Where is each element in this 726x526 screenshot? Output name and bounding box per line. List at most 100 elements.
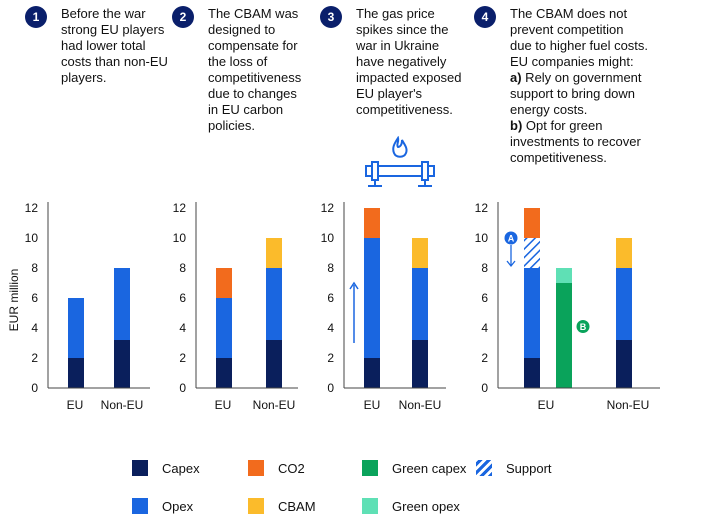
bar-segment-opex <box>616 268 632 340</box>
bar-segment-co2 <box>524 208 540 238</box>
x-category-label: Non-EU <box>399 398 442 412</box>
legend-label: Support <box>506 460 552 476</box>
step-text-line: Before the war <box>61 6 146 21</box>
charts-area: EUR million 0 2 4 6 8 10 12 EU Non-EU 0 2 4 6 8 10 12 EU… <box>7 201 660 412</box>
bar-segment-cbam <box>412 238 428 268</box>
step-text-line: have negatively <box>356 54 447 69</box>
bar-segment-opex <box>364 238 380 358</box>
step-text-run: Rely on government <box>521 70 642 85</box>
bar-segment-capex <box>412 340 428 388</box>
bar-segment-support <box>524 238 540 268</box>
legend-item-co2: CO2 <box>248 460 305 476</box>
legend-label: Opex <box>162 498 194 514</box>
y-tick-label: 8 <box>179 261 186 275</box>
bar-segment-capex <box>266 340 282 388</box>
step-text-line: the loss of <box>208 54 268 69</box>
bar-segment-capex <box>364 358 380 388</box>
legend-item-capex: Capex <box>132 460 200 476</box>
step-text-line: competitiveness. <box>510 150 648 166</box>
legend-item-green-opex: Green opex <box>362 498 460 514</box>
step-text-line: designed to <box>208 22 276 37</box>
y-tick-label: 6 <box>179 291 186 305</box>
bar-segment-capex <box>616 340 632 388</box>
step-text-line: energy costs. <box>510 102 648 118</box>
step-2-text: The CBAM was designed to compensate for the… <box>208 6 301 134</box>
step-text-line: EU companies might: <box>510 54 648 70</box>
bar-segment-opex <box>216 298 232 358</box>
y-tick-label: 8 <box>481 261 488 275</box>
step-text-run: prevent competition <box>510 22 624 37</box>
bar-segment-co2 <box>364 208 380 238</box>
y-tick-label: 10 <box>321 231 335 245</box>
y-tick-label: 2 <box>481 351 488 365</box>
increase-arrow-head <box>349 281 359 290</box>
legend-item-cbam: CBAM <box>248 498 316 514</box>
step-badge: 3 <box>320 6 342 28</box>
step-text-line: players. <box>61 70 107 85</box>
x-category-label: EU <box>364 398 381 412</box>
step-3-text: The gas price spikes since the war in Ukra… <box>356 6 462 118</box>
bar-segment-capex <box>216 358 232 388</box>
y-tick-label: 10 <box>173 231 187 245</box>
step-text-run: support to bring down <box>510 86 636 101</box>
bar-segment-opex <box>68 298 84 358</box>
y-tick-label: 12 <box>173 201 187 215</box>
step-text-run: competitiveness. <box>510 150 607 165</box>
x-category-label: Non-EU <box>607 398 650 412</box>
step-text-run: EU companies might: <box>510 54 634 69</box>
bar-segment-cbam <box>266 238 282 268</box>
step-text-line: in EU carbon <box>208 102 284 117</box>
legend-swatch <box>362 498 378 514</box>
step-badge: 1 <box>25 6 47 28</box>
y-tick-label: 0 <box>327 381 334 395</box>
x-category-label: EU <box>215 398 232 412</box>
step-text-run: energy costs. <box>510 102 588 117</box>
gas-pipeline-icon <box>365 136 435 187</box>
y-tick-label: 0 <box>481 381 488 395</box>
bar-segment-opex <box>266 268 282 340</box>
y-tick-label: 4 <box>31 321 38 335</box>
legend-swatch <box>248 460 264 476</box>
bar-segment-opex <box>524 268 540 358</box>
y-tick-label: 2 <box>179 351 186 365</box>
step-text-line: b) Opt for green <box>510 118 648 134</box>
legend-item-opex: Opex <box>132 498 193 514</box>
y-tick-label: 6 <box>327 291 334 305</box>
legend-swatch <box>132 460 148 476</box>
step-text-line: prevent competition <box>510 22 648 38</box>
y-tick-label: 8 <box>31 261 38 275</box>
legend-swatch <box>132 498 148 514</box>
step-text-run: investments to recover <box>510 134 641 149</box>
bar-segment-opex <box>412 268 428 340</box>
marker-b-label: B <box>580 322 587 332</box>
bar-segment-capex <box>68 358 84 388</box>
step-text-run: The CBAM does not <box>510 6 628 21</box>
bar-segment-co2 <box>216 268 232 298</box>
legend-label: CBAM <box>278 498 316 514</box>
marker-a-label: A <box>508 234 515 244</box>
step-text-line: due to changes <box>208 86 297 101</box>
x-category-label: Non-EU <box>101 398 144 412</box>
legend-item-green-capex: Green capex <box>362 460 466 476</box>
step-text-line: support to bring down <box>510 86 648 102</box>
y-tick-label: 10 <box>25 231 39 245</box>
step-text-line: due to higher fuel costs. <box>510 38 648 54</box>
y-tick-label: 10 <box>475 231 489 245</box>
y-tick-label: 12 <box>25 201 39 215</box>
step-text-line: The CBAM does not <box>510 6 648 22</box>
step-text-line: a) Rely on government <box>510 70 648 86</box>
step-text-line: The CBAM was <box>208 6 299 21</box>
step-text-line: The gas price <box>356 6 435 21</box>
marker-b <box>576 320 590 333</box>
legend-label: Green opex <box>392 498 460 514</box>
step-text-line: strong EU players <box>61 22 165 37</box>
y-tick-label: 4 <box>179 321 186 335</box>
y-tick-label: 12 <box>321 201 335 215</box>
y-axis-label: EUR million <box>7 269 21 332</box>
step-1-text: Before the war strong EU players had lower… <box>61 6 168 86</box>
y-tick-label: 8 <box>327 261 334 275</box>
x-category-label: EU <box>67 398 84 412</box>
step-text-line: had lower total <box>61 38 146 53</box>
legend-label: Green capex <box>392 460 467 476</box>
bar-segment-cbam <box>616 238 632 268</box>
